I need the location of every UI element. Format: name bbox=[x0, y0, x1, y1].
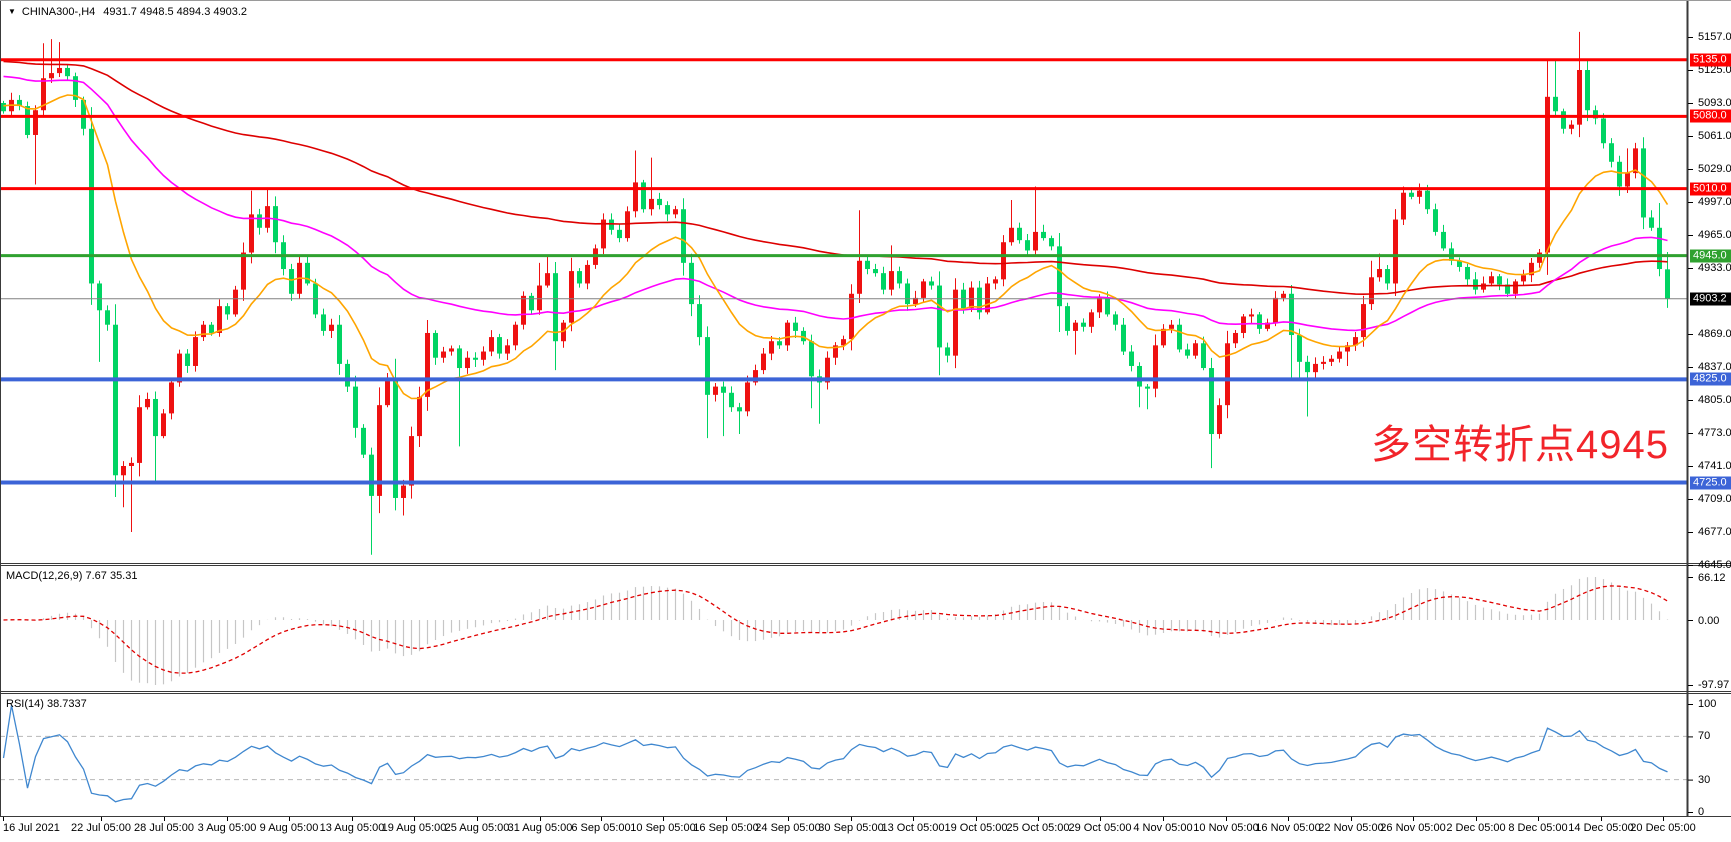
macd-axis-label: -97.97 bbox=[1698, 679, 1730, 692]
date-axis-label: 20 Dec 05:00 bbox=[1630, 822, 1696, 834]
rsi-values: 38.7337 bbox=[46, 698, 87, 710]
date-axis-label: 9 Aug 05:00 bbox=[259, 822, 319, 834]
price-axis-label: 4869.0 bbox=[1698, 328, 1731, 340]
price-axis-label: 4677.0 bbox=[1698, 526, 1731, 538]
date-axis-label: 10 Nov 05:00 bbox=[1193, 822, 1259, 834]
price-axis-label: 4837.0 bbox=[1698, 361, 1731, 373]
rsi-panel bbox=[0, 705, 1688, 803]
date-axis-label: 19 Aug 05:00 bbox=[381, 822, 447, 834]
price-axis-label: 4997.0 bbox=[1698, 196, 1731, 208]
date-axis-label: 16 Jul 2021 bbox=[3, 822, 60, 834]
macd-indicator-label: MACD(12,26,9) 7.67 35.31 bbox=[6, 570, 137, 582]
price-axis-label: 4933.0 bbox=[1698, 262, 1731, 274]
rsi-axis-label: 0 bbox=[1698, 806, 1705, 818]
price-axis-label: 5029.0 bbox=[1698, 163, 1731, 175]
rsi-name: RSI(14) bbox=[6, 698, 44, 710]
date-axis-label: 2 Dec 05:00 bbox=[1446, 822, 1506, 834]
macd-axis-label: 66.12 bbox=[1698, 571, 1726, 584]
price-axis-label: 4805.0 bbox=[1698, 394, 1731, 406]
level-badge-5080.0: 5080.0 bbox=[1690, 109, 1731, 123]
date-axis-label: 22 Nov 05:00 bbox=[1318, 822, 1384, 834]
chart-title: ▼ CHINA300-,H4 4931.7 4948.5 4894.3 4903.2 bbox=[8, 6, 247, 18]
date-axis-label: 25 Aug 05:00 bbox=[444, 822, 510, 834]
rsi-axis-label: 30 bbox=[1698, 773, 1711, 786]
date-axis-label: 14 Dec 05:00 bbox=[1568, 822, 1634, 834]
date-axis-label: 4 Nov 05:00 bbox=[1133, 822, 1193, 834]
price-axis-label: 4645.0 bbox=[1698, 559, 1731, 571]
date-axis-label: 13 Aug 05:00 bbox=[319, 822, 385, 834]
date-axis-label: 25 Oct 05:00 bbox=[1006, 822, 1070, 834]
date-axis-label: 24 Sep 05:00 bbox=[755, 822, 821, 834]
date-axis-label: 30 Sep 05:00 bbox=[818, 822, 884, 834]
rsi-axis-label: 70 bbox=[1698, 730, 1711, 743]
level-badge-4945.0: 4945.0 bbox=[1690, 249, 1731, 263]
quote-ohlc-values: 4931.7 4948.5 4894.3 4903.2 bbox=[103, 6, 248, 18]
date-axis-label: 28 Jul 05:00 bbox=[134, 822, 194, 834]
date-axis-label: 22 Jul 05:00 bbox=[71, 822, 131, 834]
moving-average-slow-red bbox=[3, 60, 1668, 296]
price-axis-label: 4741.0 bbox=[1698, 460, 1731, 472]
moving-average-fast-orange bbox=[3, 94, 1669, 400]
symbol-dropdown-icon[interactable]: ▼ bbox=[8, 7, 16, 16]
macd-axis-label: 0.00 bbox=[1698, 614, 1720, 627]
price-axis-label: 5061.0 bbox=[1698, 130, 1731, 142]
date-axis-label: 16 Nov 05:00 bbox=[1255, 822, 1321, 834]
level-badge-5135.0: 5135.0 bbox=[1690, 53, 1731, 67]
symbol-period-label: CHINA300-,H4 bbox=[21, 6, 96, 18]
price-axis-label: 5125.0 bbox=[1698, 64, 1731, 76]
date-axis-label: 8 Dec 05:00 bbox=[1508, 822, 1568, 834]
level-badge-5010.0: 5010.0 bbox=[1690, 182, 1731, 196]
price-axis-label: 4965.0 bbox=[1698, 229, 1731, 241]
date-axis-label: 6 Sep 05:00 bbox=[571, 822, 631, 834]
moving-average-mid-magenta bbox=[3, 75, 1668, 332]
macd-values: 7.67 35.31 bbox=[85, 570, 138, 582]
price-axis-label: 5093.0 bbox=[1698, 97, 1731, 109]
main-price-panel bbox=[0, 31, 1688, 555]
date-axis-label: 3 Aug 05:00 bbox=[197, 822, 257, 834]
date-axis-label: 19 Oct 05:00 bbox=[944, 822, 1008, 834]
date-axis-label: 10 Sep 05:00 bbox=[630, 822, 696, 834]
macd-signal-line bbox=[3, 585, 1668, 674]
date-axis-label: 16 Sep 05:00 bbox=[693, 822, 759, 834]
rsi-indicator-label: RSI(14) 38.7337 bbox=[6, 698, 87, 710]
date-axis-label: 26 Nov 05:00 bbox=[1380, 822, 1446, 834]
date-axis-label: 13 Oct 05:00 bbox=[881, 822, 945, 834]
level-badge-4725.0: 4725.0 bbox=[1690, 476, 1731, 489]
price-axis-label: 4773.0 bbox=[1698, 427, 1731, 439]
rsi-axis-label: 100 bbox=[1698, 698, 1717, 710]
price-axis-label: 5157.0 bbox=[1698, 31, 1731, 43]
rsi-line bbox=[2, 705, 1668, 803]
date-axis-label: 29 Oct 05:00 bbox=[1068, 822, 1132, 834]
price-axis-label: 4709.0 bbox=[1698, 493, 1731, 505]
macd-panel bbox=[3, 577, 1669, 685]
macd-name: MACD(12,26,9) bbox=[6, 570, 83, 582]
annotation-text: 多空转折点4945 bbox=[1371, 423, 1669, 467]
level-badge-4825.0: 4825.0 bbox=[1690, 372, 1731, 386]
date-axis-label: 31 Aug 05:00 bbox=[507, 822, 573, 834]
current-price-badge: 4903.2 bbox=[1690, 292, 1731, 306]
